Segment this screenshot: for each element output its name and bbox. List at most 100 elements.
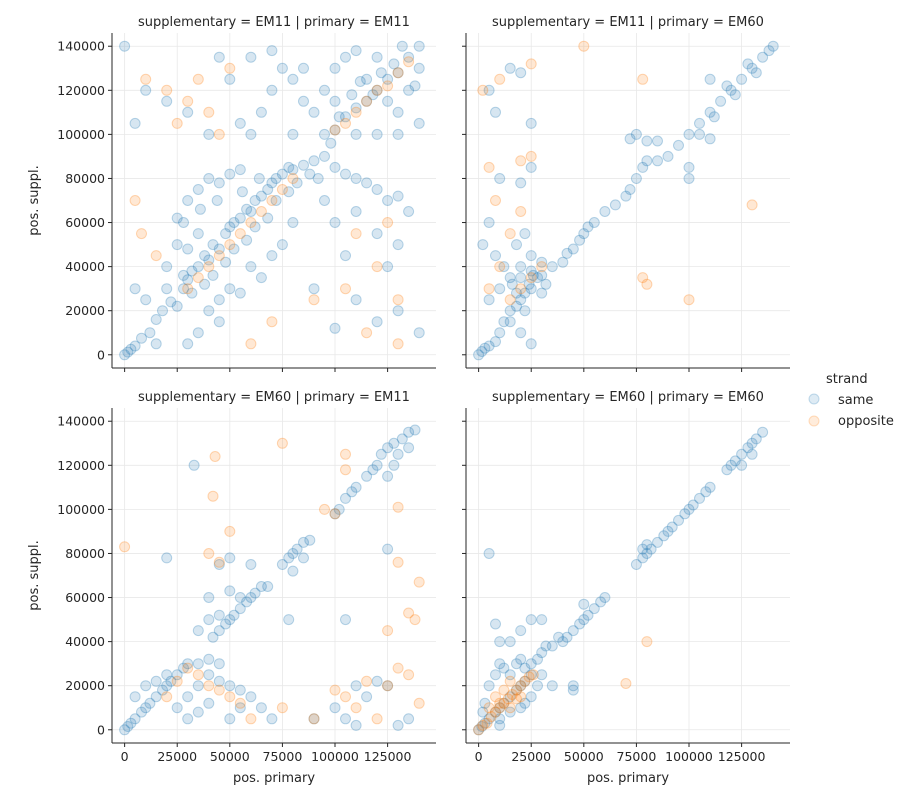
x-tick-label-4: 100000 — [311, 749, 359, 764]
point-same-87 — [382, 680, 394, 692]
point-same-2 — [125, 717, 137, 729]
point-same-12 — [186, 265, 198, 277]
point-same-58 — [729, 89, 741, 101]
point-same-96 — [382, 543, 394, 555]
point-same-7 — [504, 691, 516, 703]
point-same-32 — [192, 706, 204, 718]
point-same-35 — [234, 702, 246, 714]
point-same-72 — [742, 442, 754, 454]
point-same-19 — [515, 653, 527, 665]
point-opposite-3 — [213, 250, 225, 262]
point-same-10 — [519, 675, 531, 687]
point-opposite-12 — [637, 73, 649, 85]
point-same-14 — [515, 261, 527, 273]
y-tick-label-5: 100000 — [57, 127, 105, 142]
point-same-112 — [298, 62, 309, 74]
x-tick-label-2: 50000 — [210, 749, 250, 764]
point-same-74 — [382, 442, 394, 454]
point-same-12 — [494, 283, 506, 295]
x-tick-label-5: 125000 — [718, 749, 766, 764]
point-opposite-20 — [182, 95, 194, 107]
point-same-133 — [304, 168, 316, 180]
point-same-68 — [515, 177, 527, 189]
point-same-27 — [266, 177, 278, 189]
point-same-3 — [483, 340, 495, 352]
facet-panel-1: 0 20000 40000 60000 80000 100000 120000 140000 s… — [27, 15, 436, 372]
point-same-19 — [224, 221, 236, 233]
point-same-9 — [161, 680, 173, 692]
point-same-65 — [694, 492, 705, 504]
point-same-88 — [392, 719, 404, 731]
point-opposite-20 — [361, 675, 373, 687]
x-axis-label: pos. primary — [587, 771, 669, 786]
point-same-52 — [213, 559, 225, 570]
point-same-39 — [652, 135, 663, 147]
point-same-74 — [750, 433, 762, 445]
point-same-36 — [494, 636, 506, 648]
point-same-119 — [150, 338, 162, 350]
point-same-78 — [413, 40, 425, 52]
point-same-71 — [367, 464, 379, 476]
point-same-23 — [245, 206, 257, 217]
point-same-109 — [119, 40, 131, 52]
point-same-61 — [403, 206, 415, 217]
point-same-7 — [504, 305, 516, 317]
legend-entry-same[interactable]: same — [808, 393, 873, 408]
facet-panels: 0 20000 40000 60000 80000 100000 120000 140000 s… — [27, 15, 790, 786]
point-same-2 — [479, 717, 491, 729]
point-same-55 — [637, 543, 649, 555]
point-opposite-13 — [527, 669, 539, 681]
legend-entry-opposite[interactable]: opposite — [808, 414, 894, 429]
point-same-20 — [192, 680, 204, 692]
point-same-63 — [683, 503, 695, 515]
point-same-46 — [262, 581, 274, 592]
x-tick-label-1: 25000 — [157, 749, 197, 764]
point-opposite-9 — [340, 448, 351, 460]
point-same-72 — [350, 102, 362, 114]
point-same-129 — [262, 212, 274, 224]
point-same-51 — [224, 585, 236, 597]
point-opposite-5 — [494, 702, 506, 714]
point-same-30 — [283, 161, 295, 173]
point-opposite-8 — [477, 84, 489, 96]
point-same-37 — [213, 625, 225, 637]
point-opposite-29 — [182, 662, 194, 674]
point-same-83 — [511, 287, 522, 299]
y-tick-label-0: 0 — [97, 722, 105, 737]
point-same-25 — [245, 691, 257, 703]
series-same — [119, 424, 421, 736]
point-same-137 — [211, 195, 223, 206]
point-same-94 — [161, 552, 173, 564]
legend-marker-same — [808, 393, 820, 405]
point-opposite-7 — [255, 206, 267, 217]
point-opposite-16 — [746, 199, 758, 211]
point-same-51 — [308, 155, 320, 167]
point-same-39 — [224, 614, 236, 626]
point-same-131 — [283, 186, 295, 198]
point-same-122 — [186, 287, 198, 299]
point-same-138 — [236, 186, 248, 198]
point-same-56 — [276, 559, 288, 570]
point-same-55 — [234, 592, 246, 603]
point-same-52 — [757, 51, 769, 63]
point-same-70 — [329, 124, 341, 136]
point-same-31 — [536, 669, 548, 681]
point-same-77 — [403, 51, 415, 63]
point-same-42 — [567, 625, 579, 637]
point-same-26 — [567, 243, 579, 255]
point-same-85 — [361, 691, 373, 703]
point-same-78 — [483, 548, 495, 559]
point-same-59 — [382, 195, 394, 206]
point-same-57 — [283, 552, 295, 564]
point-same-117 — [161, 283, 173, 295]
point-opposite-33 — [340, 283, 351, 295]
point-same-115 — [182, 338, 194, 350]
point-opposite-11 — [329, 124, 341, 136]
point-same-24 — [557, 256, 569, 268]
point-opposite-18 — [511, 693, 522, 705]
point-same-44 — [578, 614, 590, 626]
point-same-68 — [382, 261, 394, 273]
point-same-71 — [736, 448, 748, 460]
point-same-84 — [519, 305, 531, 317]
panel-title: supplementary = EM60 | primary = EM11 — [138, 390, 410, 405]
